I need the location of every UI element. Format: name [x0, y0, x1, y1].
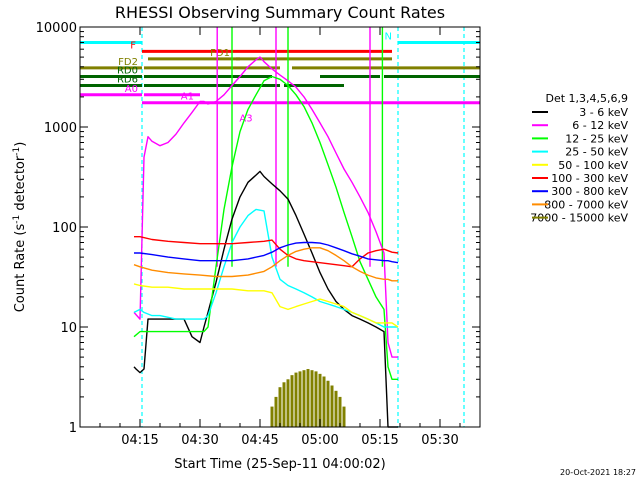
y-tick-label-10000: 10000 [36, 21, 77, 36]
y-tick-label-1000: 1000 [44, 121, 77, 136]
x-tick-label-04-15: 04:15 [121, 433, 158, 448]
series-layer [133, 27, 399, 428]
x-tick-label-04-30: 04:30 [181, 433, 218, 448]
timestamp-label: 20-Oct-2021 18:27 [560, 468, 636, 477]
y-tick-label-100: 100 [52, 221, 77, 236]
chart-title: RHESSI Observing Summary Count Rates [115, 3, 445, 22]
x-tick-label-05-00: 05:00 [301, 433, 338, 448]
series-300-800-kev-line [134, 241, 399, 264]
series-6-12-kev-line [133, 56, 398, 358]
flag-label-a1: A1 [181, 92, 194, 103]
x-axis-label: Start Time (25-Sep-11 04:00:02) [174, 457, 385, 472]
series-3-6-kev-line [133, 170, 398, 428]
y-axis-label-main: Count Rate (s [13, 224, 28, 313]
y-axis-label-mid: detector [13, 155, 28, 215]
flag-label-f: F [130, 40, 136, 51]
flag-label-a0: A0 [125, 84, 138, 95]
y-axis-label-end: ) [13, 142, 28, 147]
axis-layer: 04:15 04:30 04:45 05:00 05:15 05:30 1 10 100 1000… [36, 21, 480, 448]
series-800-7000-kev-line [133, 247, 398, 282]
x-tick-label-04-45: 04:45 [241, 433, 278, 448]
flag-label-a3: A3 [239, 113, 252, 124]
flag-label-fd2: FD2 [118, 57, 138, 68]
legend-label-50-100-kev: 50 - 100 keV [558, 159, 628, 172]
legend-label-100-300-kev: 100 - 300 keV [551, 172, 628, 185]
flag-label-n: N [385, 31, 392, 42]
series-50-100-kev-line [133, 283, 399, 328]
y-axis-label-sup-1: -1 [12, 215, 22, 224]
legend-label-12-25-kev: 12 - 25 keV [565, 132, 628, 145]
y-axis-label: Count Rate (s-1 detector-1) [12, 142, 28, 313]
legend-label-800-7000-kev: 800 - 7000 keV [544, 198, 628, 211]
y-axis-label-sup-2: -1 [12, 147, 22, 156]
x-tick-label-05-15: 05:15 [361, 433, 398, 448]
flag-label-rd6: RD6 [117, 75, 138, 86]
series-100-300-kev-line [134, 235, 399, 268]
legend-title: Det 1,3,4,5,6,9 [545, 92, 628, 105]
legend-label-25-50-kev: 25 - 50 keV [565, 146, 628, 159]
y-tick-label-10: 10 [60, 321, 77, 336]
y-tick-label-1: 1 [69, 421, 77, 436]
flag-label-fd1: FD1 [210, 48, 230, 59]
legend-label-3-6-kev: 3 - 6 keV [579, 106, 628, 119]
series-12-25-kev-line [133, 75, 398, 380]
legend-label-7000-15000-kev: 7000 - 15000 keV [530, 212, 628, 225]
legend-label-6-12-kev: 6 - 12 keV [572, 119, 628, 132]
legend-label-300-800-kev: 300 - 800 keV [551, 185, 628, 198]
x-tick-label-05-30: 05:30 [421, 433, 458, 448]
flag-label-rd0: RD0 [117, 65, 138, 76]
